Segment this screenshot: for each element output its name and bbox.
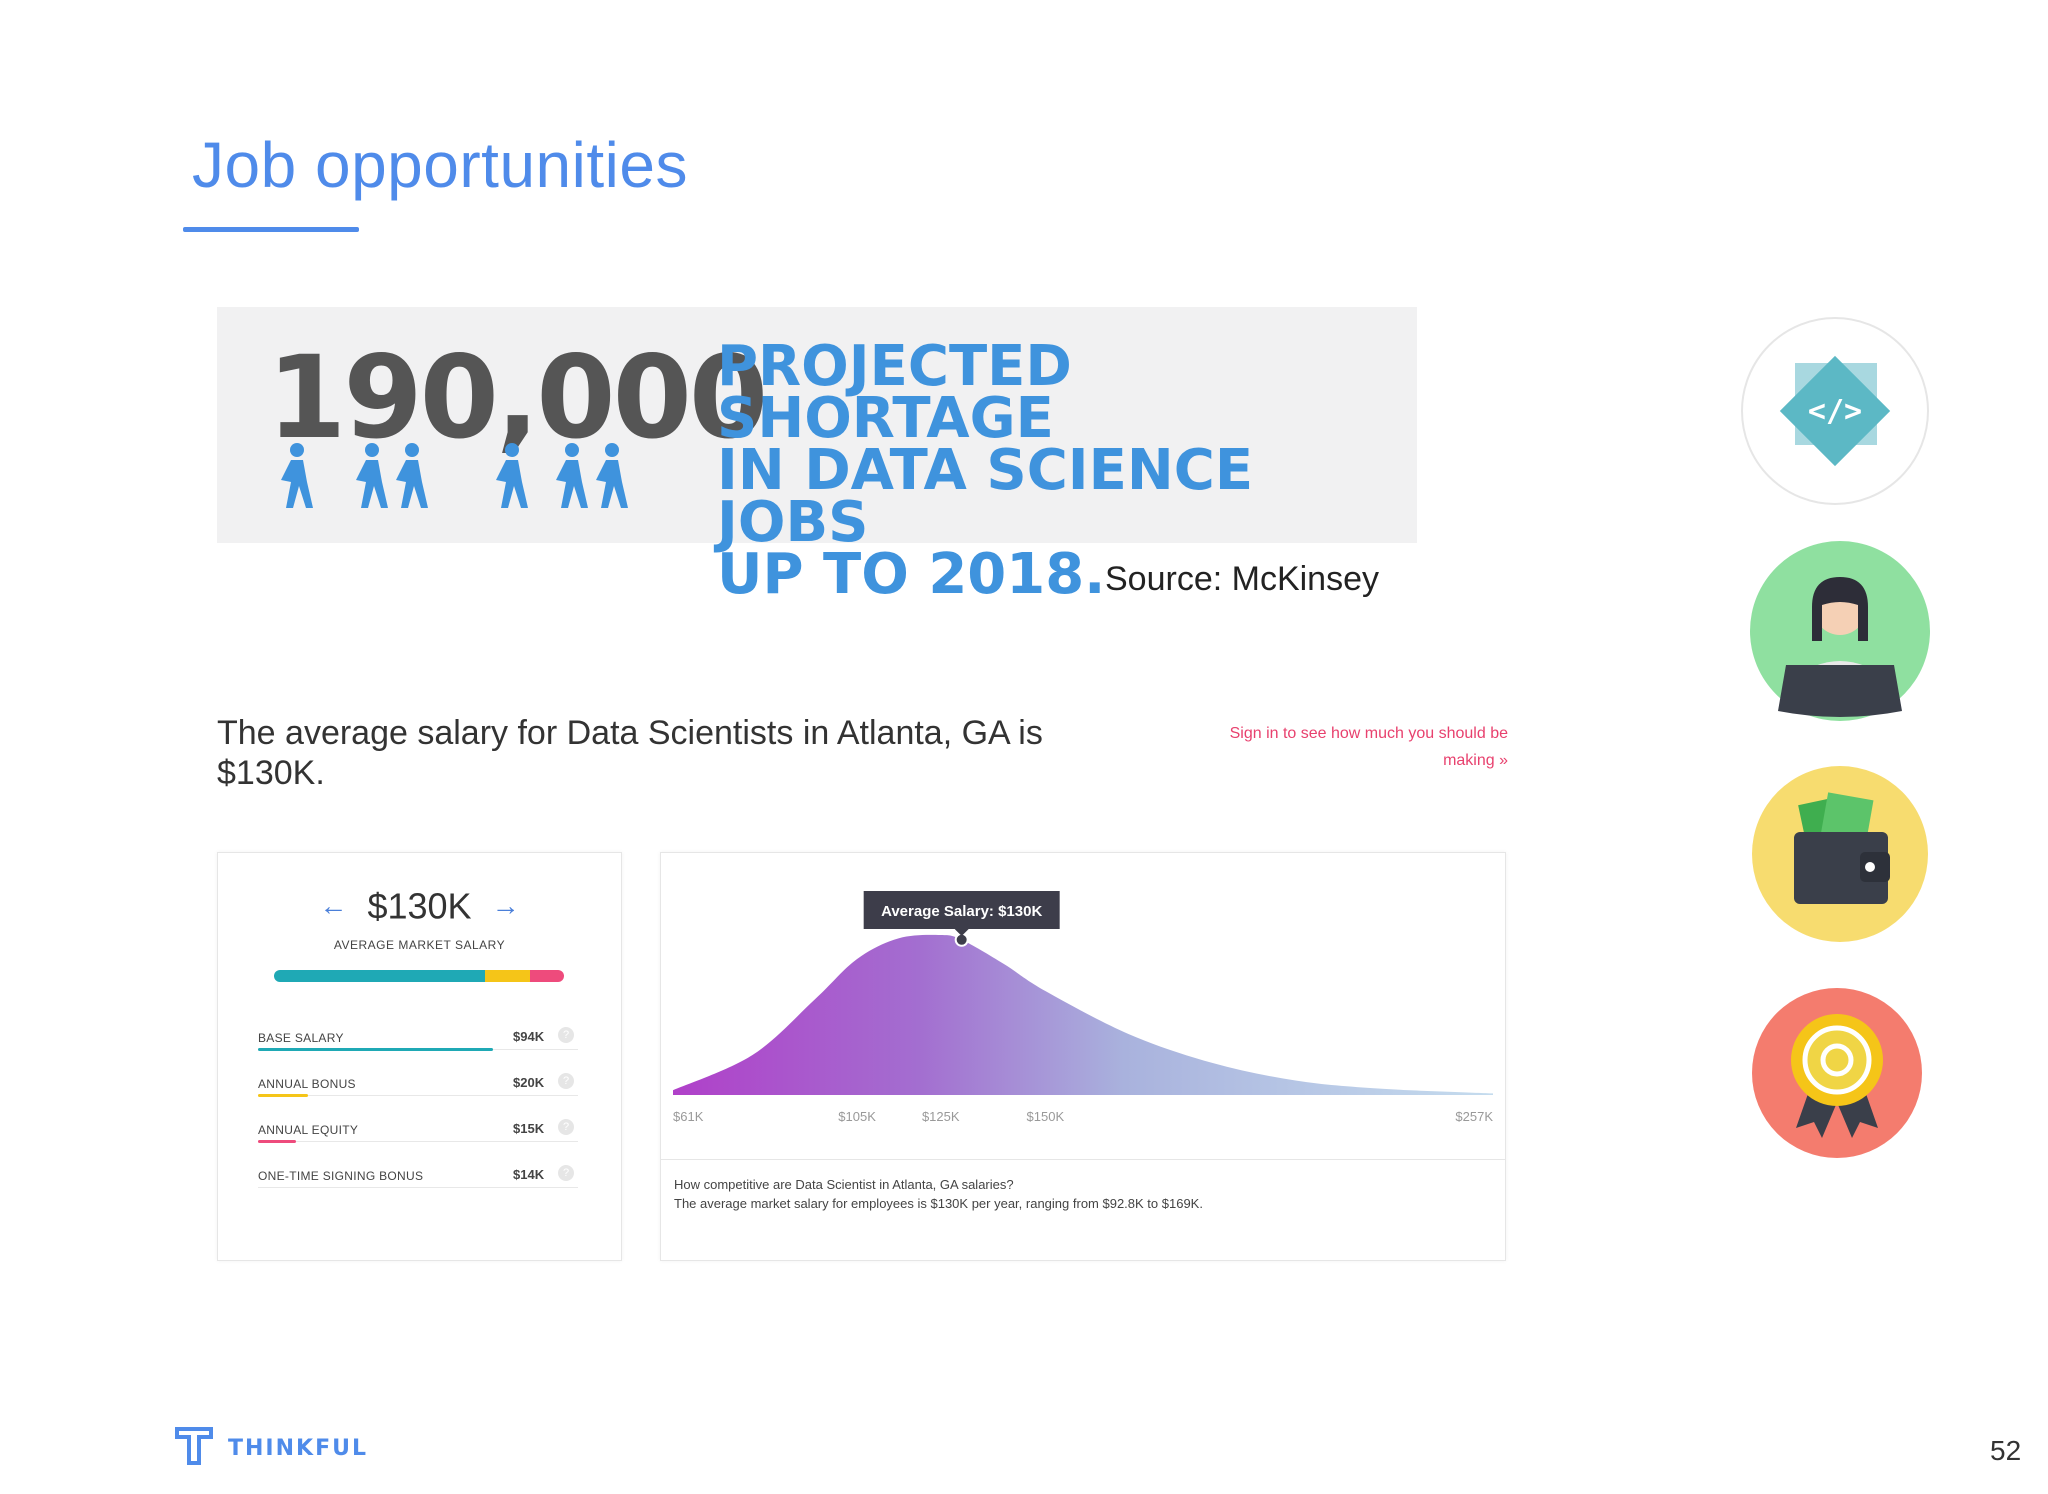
x-tick-label: $150K: [1027, 1109, 1065, 1124]
salary-component-row: BASE SALARY $94K?: [258, 1027, 598, 1077]
info-icon[interactable]: ?: [558, 1027, 574, 1043]
stacked-bar-segment: [485, 970, 531, 982]
component-label: ANNUAL BONUS: [258, 1077, 356, 1091]
shortage-line-2: IN DATA SCIENCE JOBS: [717, 438, 1254, 555]
shortage-line-3: UP TO 2018.: [717, 542, 1106, 607]
component-track: [258, 1095, 578, 1096]
tooltip-box: [863, 891, 1060, 929]
arrow-right-icon[interactable]: →: [491, 890, 520, 922]
caption-divider: [661, 1159, 1505, 1160]
walking-people-icon: [281, 443, 628, 508]
salary-main-value: $130K: [367, 885, 472, 927]
salary-breakdown-card: ← $130K → AVERAGE MARKET SALARY BASE SAL…: [217, 852, 622, 1261]
component-label: BASE SALARY: [258, 1031, 344, 1045]
component-bar: [258, 1094, 308, 1097]
source-note: Source: McKinsey: [1105, 560, 1379, 598]
signin-link-line-2: making »: [1443, 752, 1508, 769]
x-tick-label: $125K: [922, 1109, 960, 1124]
salary-component-row: ANNUAL BONUS $20K?: [258, 1073, 598, 1123]
component-track: [258, 1141, 578, 1142]
code-glyph: </>: [1808, 394, 1862, 429]
component-track: [258, 1187, 578, 1188]
brand-name: THINKFUL: [228, 1436, 368, 1461]
component-value: $20K: [513, 1075, 545, 1090]
component-bar: [258, 1140, 296, 1143]
component-bar: [258, 1048, 493, 1051]
salary-main-label: AVERAGE MARKET SALARY: [333, 938, 506, 952]
shortage-number: 190,000: [267, 331, 768, 464]
caption-answer: The average market salary for employees …: [674, 1196, 1203, 1211]
component-value: $15K: [513, 1121, 545, 1136]
signin-link[interactable]: Sign in to see how much you should be ma…: [1150, 720, 1508, 774]
signin-link-line-1: Sign in to see how much you should be: [1229, 725, 1508, 742]
salary-stacked-bar: [274, 970, 564, 982]
thinkful-logo-icon: [175, 1427, 213, 1465]
component-label: ANNUAL EQUITY: [258, 1123, 359, 1137]
stacked-bar-segment: [274, 970, 486, 982]
wallet-icon: [1752, 766, 1928, 942]
x-tick-label: $257K: [1455, 1109, 1493, 1124]
salary-distribution-chart: $61K $105K $125K $150K $257K Average Salary: …: [673, 891, 1493, 1124]
x-tick-label: $105K: [838, 1109, 876, 1124]
page-number: 52: [1990, 1435, 2022, 1466]
slide-title: Job opportunities: [192, 129, 688, 201]
shortage-line-1: PROJECTED SHORTAGE: [717, 334, 1072, 451]
title-underline: [183, 227, 359, 232]
salary-distribution-area: [673, 934, 1493, 1095]
info-icon[interactable]: ?: [558, 1119, 574, 1135]
component-value: $94K: [513, 1029, 545, 1044]
salary-component-row: ONE-TIME SIGNING BONUS $14K?: [258, 1165, 598, 1215]
component-value: $14K: [513, 1167, 545, 1182]
info-icon[interactable]: ?: [558, 1165, 574, 1181]
salary-headline: The average salary for Data Scientists i…: [217, 714, 1043, 792]
info-icon[interactable]: ?: [558, 1073, 574, 1089]
salary-component-row: ANNUAL EQUITY $15K?: [258, 1119, 598, 1169]
code-diamond-icon: </>: [1741, 317, 1929, 505]
shortage-banner: 190,000 PROJECTED SHORTAGE IN DATA SCIEN…: [217, 307, 1417, 603]
award-badge-icon: [1752, 988, 1922, 1158]
salary-main-row: ← $130K →: [218, 883, 621, 927]
arrow-left-icon[interactable]: ←: [319, 890, 348, 922]
salary-distribution-card: $61K $105K $125K $150K $257K Average Salary: …: [660, 852, 1506, 1261]
stacked-bar-segment: [530, 970, 564, 982]
tooltip-pointer: [954, 929, 969, 936]
x-tick-label: $61K: [673, 1109, 704, 1124]
person-laptop-icon: [1750, 541, 1930, 721]
shortage-text: PROJECTED SHORTAGE IN DATA SCIENCE JOBS …: [717, 334, 1417, 607]
component-label: ONE-TIME SIGNING BONUS: [258, 1169, 424, 1183]
caption-question: How competitive are Data Scientist in At…: [674, 1177, 1014, 1192]
tooltip-text: Average Salary: $130K: [881, 903, 1042, 920]
